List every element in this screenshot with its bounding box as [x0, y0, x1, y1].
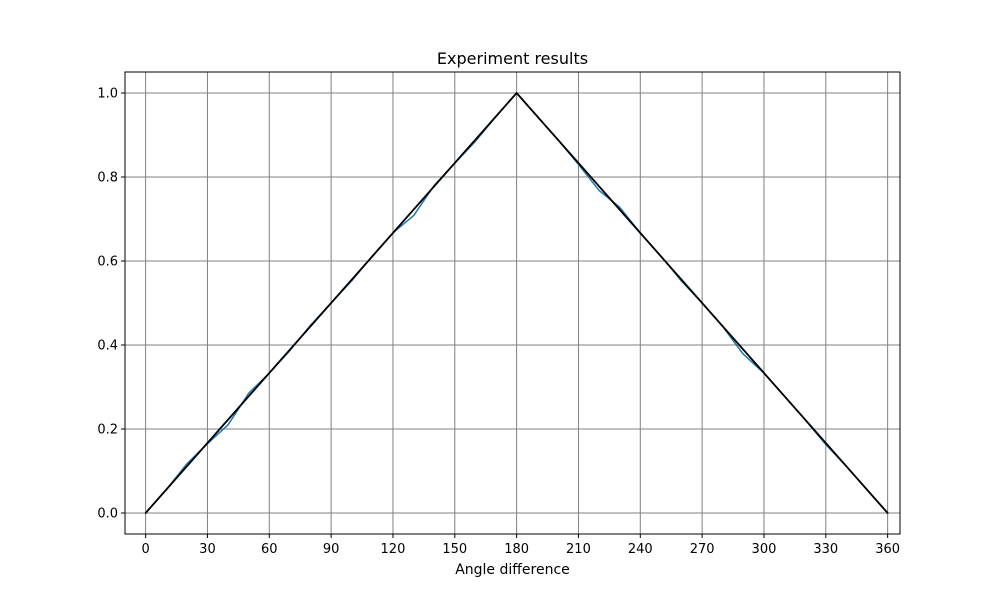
- x-tick-label: 30: [199, 542, 216, 557]
- y-tick-label: 0.2: [97, 423, 118, 438]
- x-tick-label: 90: [323, 542, 340, 557]
- y-tick-label: 0.0: [97, 507, 118, 522]
- y-tick-label: 0.6: [97, 255, 118, 270]
- reference-series-line: [144, 92, 889, 514]
- series-group: [144, 92, 889, 514]
- plot-frame: [124, 71, 901, 535]
- x-tick-label: 60: [261, 542, 278, 557]
- y-tick-label: 0.4: [97, 339, 118, 354]
- x-tick-label: 210: [566, 542, 591, 557]
- x-axis-ticks: 0 30 60 90 120 150 180 210 240 270 300 330 360: [141, 534, 900, 557]
- y-tick-label: 1.0: [97, 87, 118, 102]
- y-tick-label: 0.8: [97, 171, 118, 186]
- x-tick-label: 150: [442, 542, 467, 557]
- x-axis-label: Angle difference: [455, 562, 570, 578]
- x-tick-label: 120: [381, 542, 406, 557]
- x-tick-label: 360: [875, 542, 900, 557]
- x-tick-label: 0: [141, 542, 149, 557]
- x-tick-label: 240: [628, 542, 653, 557]
- plot-background: [125, 72, 900, 534]
- x-tick-label: 330: [813, 542, 838, 557]
- grid-lines: [125, 72, 900, 534]
- x-tick-label: 300: [752, 542, 777, 557]
- y-axis-ticks: 0.0 0.2 0.4 0.6 0.8 1.0: [97, 87, 125, 522]
- x-tick-label: 270: [690, 542, 715, 557]
- chart-title: Experiment results: [437, 49, 588, 68]
- x-tick-label: 180: [504, 542, 529, 557]
